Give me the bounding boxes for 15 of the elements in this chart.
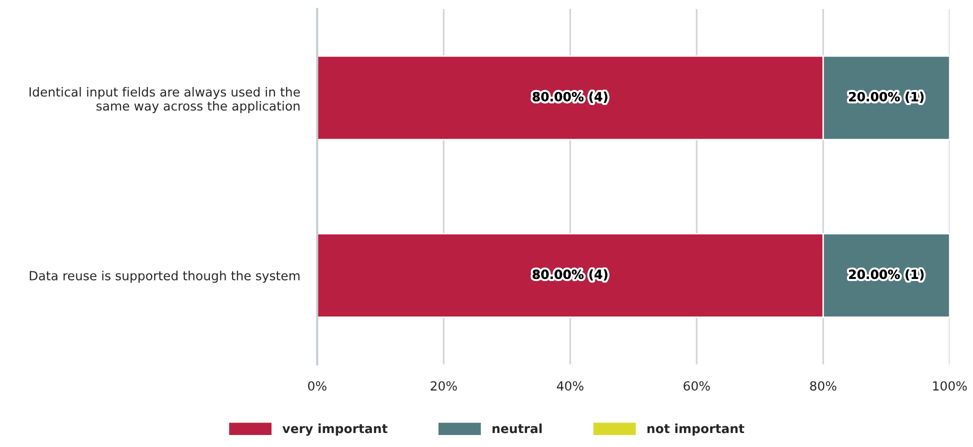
data-label: 80.00% (4): [532, 269, 608, 281]
x-tick-label: 40%: [556, 381, 584, 391]
x-tick-label: 20%: [430, 381, 457, 391]
data-label: 80.00% (4): [532, 92, 608, 103]
y-tick-label: Identical input fields are always used in the same way across the application: [30, 86, 300, 114]
data-label: 20.00% (1): [849, 92, 924, 103]
legend-label: very important: [282, 424, 388, 436]
x-tick-label: 80%: [810, 381, 836, 391]
x-tick-label: 60%: [684, 381, 710, 391]
x-tick-label: 100%: [933, 381, 967, 391]
y-tick-label: Data reuse is supported though the system: [30, 270, 300, 283]
x-tick-label: 0%: [308, 381, 326, 391]
legend-label: neutral: [492, 424, 542, 434]
data-label: 20.00% (1): [849, 269, 924, 281]
legend-label: not important: [647, 424, 744, 436]
